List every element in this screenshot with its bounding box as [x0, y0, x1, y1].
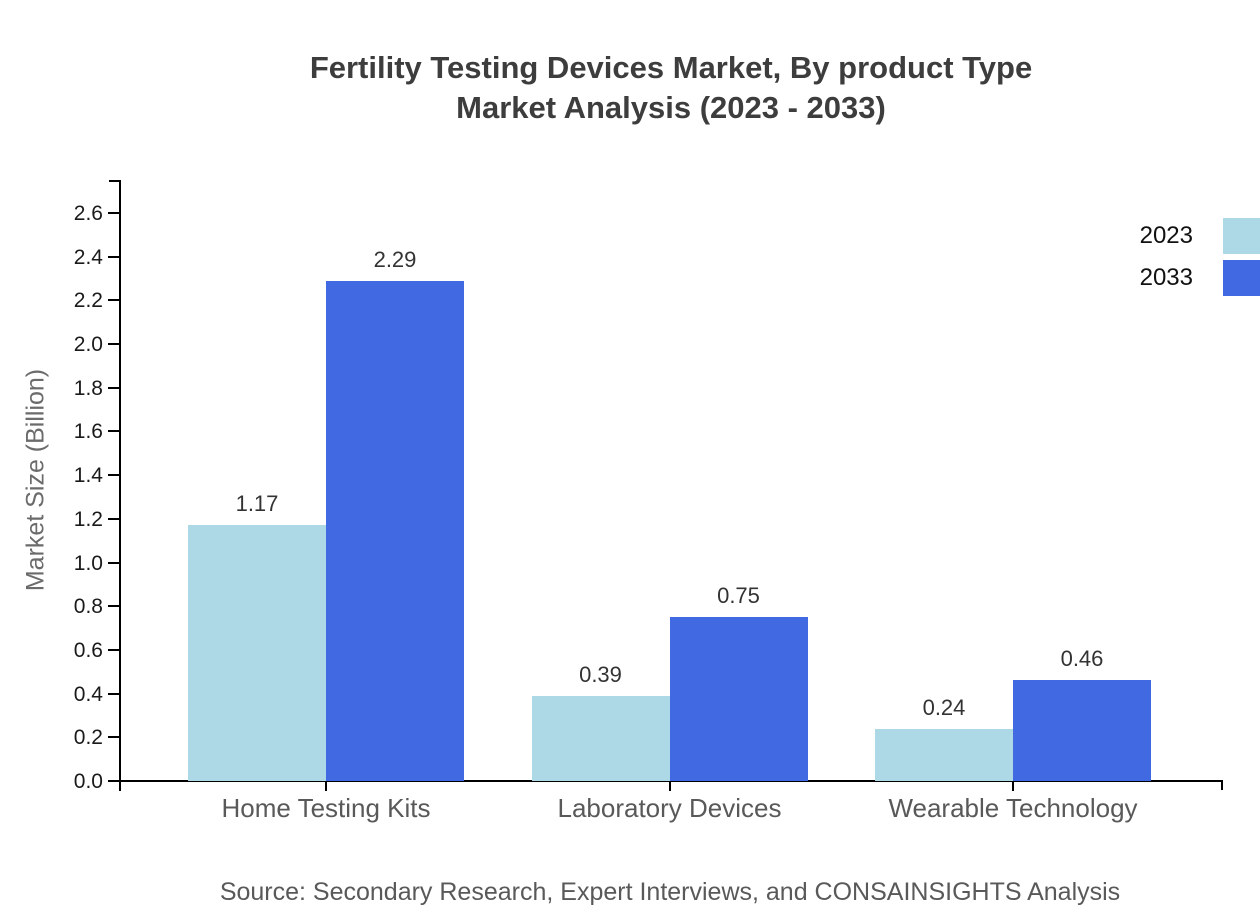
chart-title-line-1: Fertility Testing Devices Market, By pro…: [309, 50, 1033, 85]
x-axis-line: [119, 780, 1223, 782]
y-axis-end-cap: [109, 180, 121, 182]
source-attribution: Source: Secondary Research, Expert Inter…: [219, 878, 1121, 906]
y-tick-label: 0.8: [73, 595, 103, 618]
y-tick-label: 0.0: [73, 770, 103, 793]
legend-label: 2033: [1139, 264, 1193, 291]
y-tick-label: 0.4: [73, 683, 103, 706]
chart-legend: 2023 2033: [1140, 218, 1260, 302]
bar-2033-3: [1013, 680, 1151, 781]
y-tick-mark: [108, 649, 121, 651]
y-tick-label: 2.6: [73, 202, 103, 225]
bar-value-label: 1.17: [235, 491, 279, 516]
x-tick-mark: [668, 782, 671, 791]
bar-2023-2: [531, 696, 670, 781]
y-tick-label: 1.2: [73, 508, 103, 531]
y-tick-mark: [108, 430, 121, 432]
bar-value-label: 0.24: [922, 695, 966, 720]
x-category-label: Laboratory Devices: [557, 793, 782, 823]
y-tick-mark: [108, 343, 121, 345]
bar-2033-1: [326, 281, 464, 781]
y-tick-label: 2.0: [73, 333, 103, 356]
chart-title-line-2: Market Analysis (2023 - 2033): [456, 90, 886, 125]
bar-value-label: 0.46: [1060, 646, 1104, 671]
y-tick-label: 1.8: [73, 377, 103, 400]
bar-value-label: 2.29: [373, 247, 417, 272]
y-tick-label: 2.2: [73, 289, 103, 312]
y-tick-mark: [108, 256, 121, 258]
x-category-label: Wearable Technology: [888, 793, 1138, 823]
y-tick-mark: [108, 693, 121, 695]
y-tick-mark: [108, 387, 121, 389]
y-tick-mark: [108, 780, 121, 782]
bar-value-label: 0.39: [579, 662, 622, 687]
y-tick-mark: [108, 212, 121, 214]
y-tick-mark: [108, 605, 121, 607]
y-tick-label: 1.6: [73, 420, 103, 443]
bar-2023-1: [188, 525, 326, 781]
bar-2023-3: [875, 729, 1013, 781]
y-tick-mark: [108, 562, 121, 564]
y-tick-label: 0.2: [73, 726, 103, 749]
legend-item-2023: 2023: [1140, 218, 1260, 254]
chart-title: Fertility Testing Devices Market, By pro…: [120, 48, 1222, 128]
x-tick-mark: [1012, 782, 1014, 791]
x-tick-mark: [325, 782, 327, 791]
legend-swatch: [1223, 260, 1260, 296]
y-tick-label: 0.6: [73, 639, 103, 662]
x-category-label: Home Testing Kits: [221, 793, 431, 823]
y-tick-label: 2.4: [73, 246, 103, 269]
y-tick-mark: [108, 736, 121, 738]
y-tick-mark: [108, 474, 121, 476]
bar-2033-2: [669, 617, 808, 781]
legend-label: 2023: [1139, 222, 1193, 249]
legend-item-2033: 2033: [1140, 260, 1260, 296]
y-tick-mark: [108, 518, 121, 520]
y-axis-line: [119, 180, 121, 791]
y-tick-mark: [108, 299, 121, 301]
legend-swatch: [1223, 218, 1260, 254]
x-axis-end-cap: [1221, 780, 1223, 790]
y-tick-label: 1.0: [73, 552, 103, 575]
y-tick-label: 1.4: [73, 464, 103, 487]
bar-value-label: 0.75: [717, 583, 760, 608]
